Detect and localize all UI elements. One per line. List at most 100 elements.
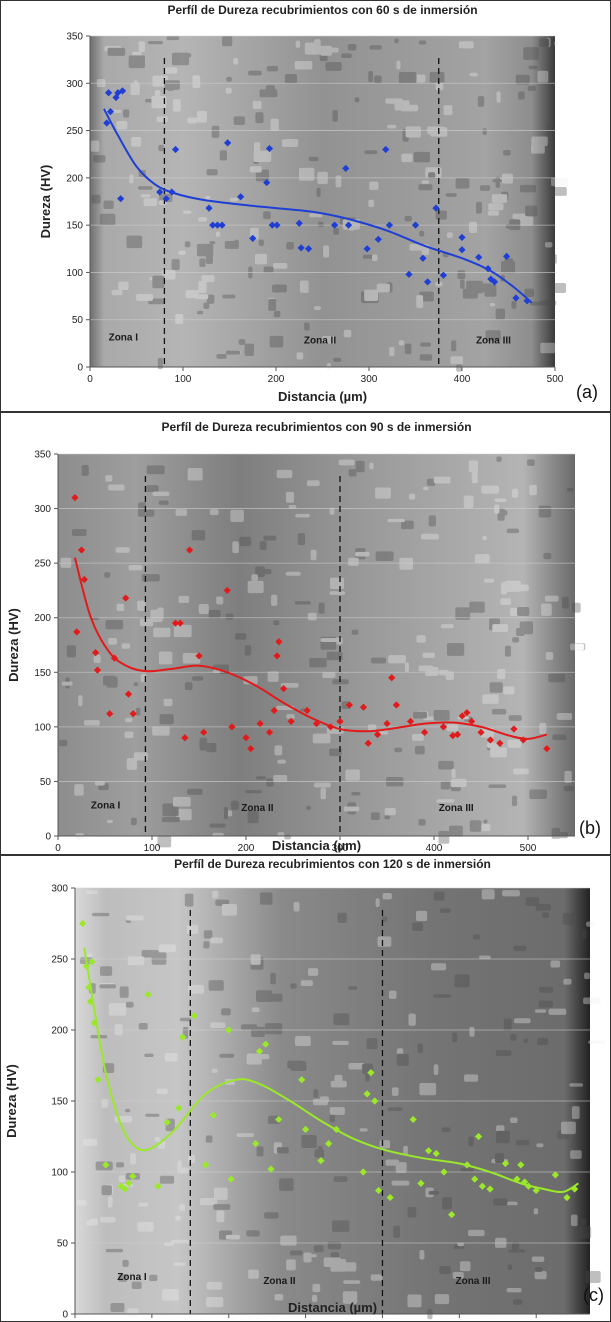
data-point (265, 144, 274, 153)
chart-title: Perfíl de Dureza recubrimientos con 90 s… (161, 420, 471, 434)
data-point (409, 1115, 417, 1124)
y-tick-label: 0 (77, 363, 83, 374)
data-point (423, 278, 432, 286)
data-point (325, 1140, 333, 1148)
data-point (106, 710, 114, 718)
data-point (280, 685, 288, 693)
data-point (181, 734, 189, 742)
data-point (265, 728, 274, 736)
data-point (510, 725, 518, 733)
y-tick-label: 150 (66, 221, 83, 232)
panel-letter: (a) (576, 382, 598, 402)
micrograph-background (58, 454, 575, 836)
data-point (486, 1185, 494, 1193)
y-tick-label: 250 (66, 126, 83, 137)
data-point (503, 252, 511, 260)
zone-label: Zona I (109, 333, 139, 344)
zone-label: Zona I (117, 1272, 147, 1283)
data-point (105, 89, 113, 97)
y-tick-label: 350 (66, 32, 83, 43)
y-tick-label: 150 (51, 1097, 68, 1108)
data-point (487, 275, 495, 283)
data-point (571, 1185, 579, 1193)
data-point (298, 1076, 306, 1084)
data-point (247, 745, 255, 753)
data-point (327, 723, 335, 731)
data-point (374, 235, 382, 243)
data-point (94, 1076, 102, 1084)
data-point (224, 139, 232, 147)
data-point (273, 221, 281, 229)
data-point (129, 710, 137, 718)
y-tick-label: 100 (66, 268, 83, 279)
data-point (186, 546, 194, 554)
data-point (406, 717, 415, 725)
data-point (439, 723, 447, 731)
y-tick-label: 200 (51, 1026, 68, 1037)
chart-title: Perfíl de Dureza recubrimientos con 60 s… (167, 3, 477, 17)
data-point (304, 245, 313, 253)
y-tick-label: 50 (72, 315, 84, 326)
data-point (295, 219, 303, 227)
micrograph-texture (90, 36, 569, 372)
data-point (77, 546, 86, 554)
data-point (513, 1175, 521, 1183)
data-point (448, 1211, 456, 1219)
data-point (432, 204, 440, 212)
data-point (205, 204, 213, 212)
data-point (432, 1149, 440, 1158)
x-tick-label: 300 (332, 843, 349, 854)
data-point (117, 1182, 125, 1190)
data-point (262, 1040, 270, 1048)
x-tick-label: 0 (87, 374, 93, 385)
chart-panel-a: Zona I Zona II Zona III 0 50 100 150 200 250 300 3… (0, 0, 611, 412)
data-point (267, 1165, 275, 1173)
data-point (93, 666, 102, 674)
data-point (392, 701, 400, 709)
data-point (121, 1185, 129, 1193)
data-point (463, 709, 471, 717)
data-point (490, 278, 499, 286)
data-point (163, 1118, 171, 1126)
data-point (374, 730, 382, 739)
data-point (125, 1179, 133, 1187)
panel-letter: (b) (579, 818, 601, 838)
data-point (102, 1161, 110, 1169)
chart-panel-b: Zona I Zona II Zona III 0 50 100 150 200 250 300 3… (0, 412, 611, 855)
data-point (270, 706, 278, 715)
data-point (268, 221, 276, 229)
data-point (330, 221, 339, 229)
data-point (363, 1090, 371, 1098)
data-point (200, 728, 208, 736)
data-point (171, 145, 180, 154)
data-point (375, 1186, 383, 1195)
micrograph-texture (77, 889, 606, 1320)
data-point (458, 233, 466, 242)
data-point (551, 1171, 560, 1179)
data-point (496, 739, 504, 747)
data-point (202, 1161, 210, 1169)
x-tick-label: 500 (520, 843, 537, 854)
zone-label: Zona III (476, 335, 511, 346)
data-point (252, 1140, 260, 1148)
data-point (363, 245, 371, 253)
zone-label: Zona II (263, 1276, 295, 1287)
x-axis-label: Distancia (µm) (278, 389, 367, 404)
data-point (209, 1111, 217, 1119)
y-axis-label: Dureza (HV) (4, 1064, 19, 1138)
y-tick-label: 200 (34, 613, 51, 624)
y-tick-label: 50 (57, 1239, 69, 1250)
data-point (162, 195, 170, 203)
y-tick-label: 250 (34, 559, 51, 570)
y-tick-label: 250 (51, 955, 68, 966)
y-tick-label: 350 (34, 450, 51, 461)
data-point (519, 736, 527, 744)
data-point (453, 730, 462, 739)
y-tick-label: 300 (34, 504, 51, 515)
data-point (213, 221, 222, 229)
zone-label: Zona III (455, 1276, 490, 1287)
data-point (190, 1012, 198, 1020)
micrograph-background (90, 36, 555, 367)
